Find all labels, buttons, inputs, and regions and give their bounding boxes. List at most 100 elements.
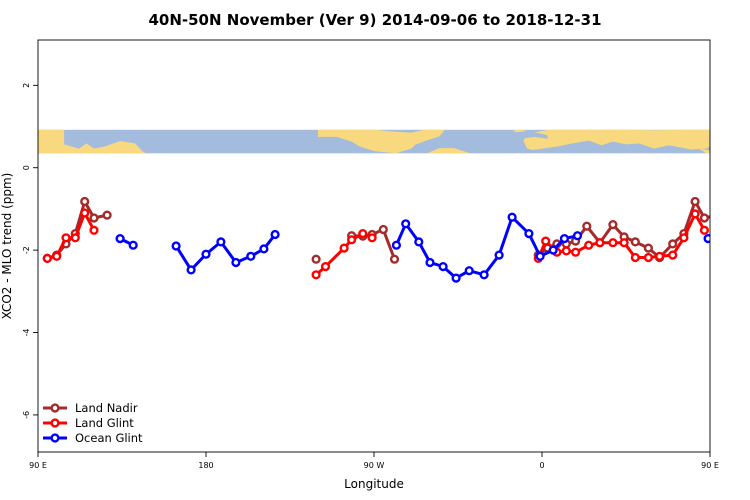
chart-title: 40N-50N November (Ver 9) 2014-09-06 to 2…	[148, 11, 601, 29]
ocean-glint-point	[216, 237, 226, 247]
ocean-glint-point	[718, 242, 725, 249]
land-glint-point	[339, 243, 349, 253]
ocean-glint-point	[171, 241, 181, 251]
map-landmass	[523, 129, 710, 150]
ocean-glint-point	[703, 234, 710, 244]
ocean-glint-point	[128, 240, 138, 250]
y-tick-label: -2	[22, 246, 31, 254]
ocean-glint-point	[507, 212, 517, 222]
map-landmass	[38, 129, 65, 154]
legend-item-land-glint: Land Glint	[43, 416, 134, 430]
ocean-glint-point	[524, 229, 534, 239]
series-land-glint	[42, 208, 710, 280]
legend-item-land-nadir: Land Nadir	[43, 401, 138, 415]
land-nadir-point	[630, 237, 640, 247]
land-glint-point	[608, 238, 618, 248]
ocean-glint-point	[270, 229, 280, 240]
y-tick-label: -4	[22, 329, 31, 337]
ocean-glint-point	[401, 219, 411, 229]
ocean-glint-point	[438, 262, 448, 272]
land-glint-point	[347, 235, 357, 245]
land-glint-point	[52, 251, 62, 261]
y-tick-label: 2	[22, 83, 31, 88]
map-landmass	[698, 148, 710, 154]
land-glint-point	[561, 246, 571, 256]
series-ocean-glint	[115, 212, 725, 283]
legend-item-ocean-glint: Ocean Glint	[43, 431, 143, 445]
land-nadir-point	[89, 213, 99, 223]
x-axis: 90 E 180 90 W 0 90 E	[29, 452, 719, 470]
ocean-glint-point	[186, 265, 196, 275]
ocean-glint-point	[425, 257, 435, 268]
land-nadir-point	[643, 243, 654, 253]
y-tick-label: 0	[22, 165, 31, 170]
ocean-glint-point	[259, 244, 269, 254]
legend-marker	[50, 418, 60, 428]
plot-frame	[37, 39, 711, 453]
land-glint-point	[699, 225, 710, 235]
ocean-glint-point	[494, 250, 504, 260]
legend-marker	[50, 433, 60, 443]
land-nadir-point	[699, 213, 710, 223]
legend-label: Land Nadir	[75, 401, 138, 415]
land-glint-point	[61, 233, 71, 243]
x-tick-label: 180	[198, 461, 213, 470]
land-glint-point	[690, 209, 700, 219]
land-nadir-point	[102, 210, 112, 220]
land-glint-point	[80, 208, 90, 218]
ocean-glint-line	[174, 233, 277, 272]
land-glint-point	[619, 238, 629, 248]
ocean-glint-point	[535, 251, 545, 261]
land-glint-point	[595, 238, 605, 248]
x-axis-label: Longitude	[344, 477, 404, 491]
land-nadir-point	[389, 254, 400, 264]
land-nadir-point	[714, 212, 721, 219]
land-glint-point	[679, 233, 689, 243]
ocean-glint-point	[451, 273, 461, 283]
x-tick-label: 90 W	[364, 461, 385, 470]
ocean-glint-point	[572, 231, 583, 241]
ocean-glint-point	[391, 240, 402, 250]
series-layer	[42, 196, 725, 283]
map-landmass	[428, 148, 470, 154]
land-glint-point	[367, 233, 377, 243]
land-glint-point	[320, 262, 331, 272]
ocean-glint-point	[201, 249, 211, 259]
land-glint-point	[89, 225, 99, 235]
y-tick-label: -6	[22, 411, 31, 419]
map-landmass	[318, 129, 445, 154]
ocean-glint-point	[548, 245, 558, 255]
map-landmass	[512, 129, 528, 133]
land-glint-point	[570, 247, 581, 257]
land-glint-point	[630, 252, 640, 263]
series-land-nadir	[42, 196, 721, 264]
land-glint-point	[643, 252, 654, 263]
y-axis-label: XCO2 - MLO trend (ppm)	[0, 173, 14, 320]
land-nadir-point	[378, 224, 388, 235]
land-glint-point	[541, 236, 551, 246]
ocean-glint-point	[559, 234, 570, 244]
legend-label: Land Glint	[75, 416, 134, 430]
world-map-band	[38, 129, 710, 154]
land-glint-point	[584, 240, 594, 250]
ocean-glint-point	[231, 257, 241, 268]
ocean-glint-point	[479, 270, 489, 280]
land-glint-point	[654, 251, 665, 261]
land-nadir-point	[690, 196, 700, 207]
land-nadir-point	[311, 254, 321, 264]
ocean-glint-point	[414, 237, 424, 247]
land-glint-point	[42, 253, 52, 264]
land-nadir-point	[668, 239, 678, 249]
x-tick-label: 90 E	[29, 461, 47, 470]
x-tick-label: 90 E	[701, 461, 719, 470]
land-nadir-point	[608, 220, 618, 230]
x-tick-label: 0	[539, 461, 544, 470]
land-glint-point	[70, 233, 80, 243]
y-axis: 2 0 -2 -4 -6	[22, 83, 38, 419]
legend-label: Ocean Glint	[75, 431, 143, 445]
map-landmass	[38, 129, 147, 154]
land-glint-point	[358, 229, 368, 239]
land-nadir-point	[80, 196, 90, 207]
